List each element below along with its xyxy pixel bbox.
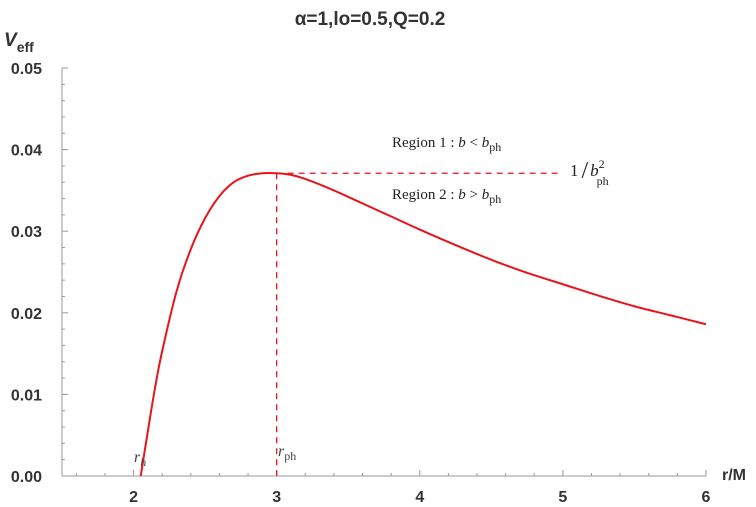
y-axis-label: Veff	[4, 30, 34, 55]
tick-labels: 2 3 4 5 6 0.00 0.01 0.02 0.03 0.04 0.05	[11, 61, 711, 506]
x-tick-label: 2	[129, 489, 138, 506]
x-tick-label: 3	[272, 489, 281, 506]
chart-title: α=1,lo=0.5,Q=0.2	[295, 9, 446, 30]
y-tick-label: 0.02	[11, 306, 42, 323]
x-axis-label: r/M	[722, 467, 746, 484]
horizon-radius-label: rh	[134, 449, 146, 469]
y-axis-label-main: V	[4, 30, 18, 51]
veff-curve	[139, 172, 707, 477]
x-tick-label: 4	[415, 489, 424, 506]
photon-radius-label: rph	[278, 443, 296, 463]
y-tick-label: 0.00	[11, 469, 42, 486]
y-tick-label: 0.01	[11, 387, 42, 404]
inverse-b-squared-label: 1/b2 ph	[570, 157, 609, 188]
y-tick-label: 0.04	[11, 143, 42, 160]
y-tick-label: 0.05	[11, 61, 42, 78]
x-tick-label: 5	[558, 489, 567, 506]
ticks	[62, 67, 707, 477]
region2-label: Region 2 : b > bph	[392, 187, 501, 206]
y-axis-label-sub: eff	[17, 39, 34, 55]
x-tick-label: 6	[702, 489, 711, 506]
region1-label: Region 1 : b < bph	[392, 135, 501, 154]
y-tick-label: 0.03	[11, 224, 42, 241]
